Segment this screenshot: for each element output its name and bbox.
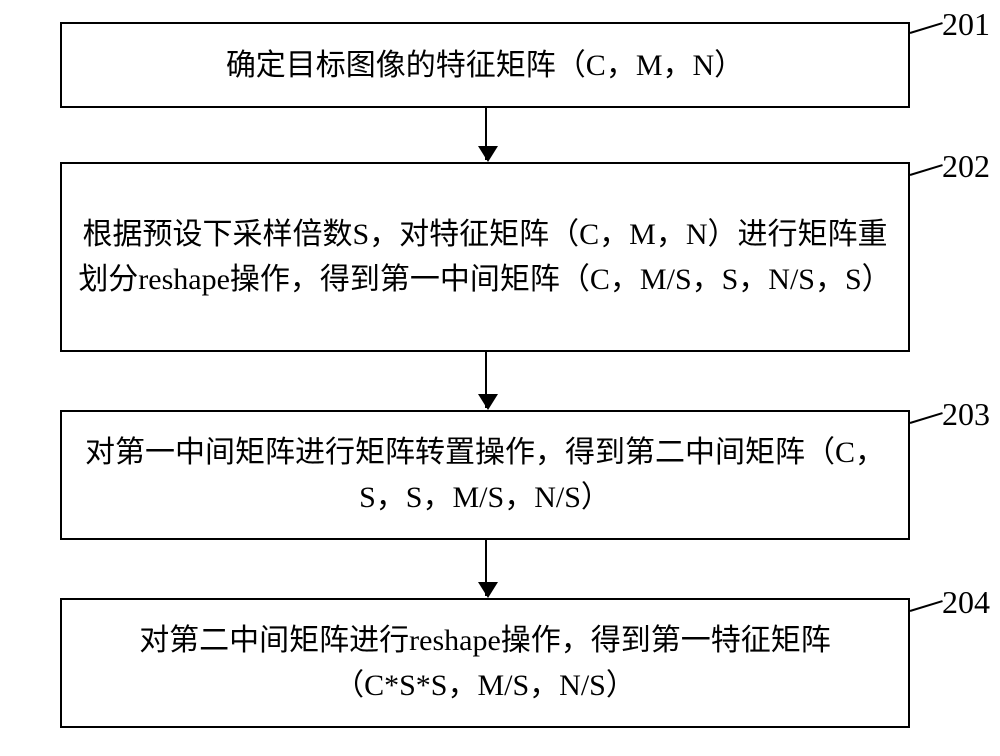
- flowchart-step-4-text: 对第二中间矩阵进行reshape操作，得到第一特征矩阵（C*S*S，M/S，N/…: [72, 618, 898, 708]
- flowchart-step-3-label: 203: [942, 396, 990, 433]
- flowchart-step-1-text: 确定目标图像的特征矩阵（C，M，N）: [226, 43, 744, 88]
- flowchart-step-4-label: 204: [942, 584, 990, 621]
- flowchart-canvas: 确定目标图像的特征矩阵（C，M，N） 201 根据预设下采样倍数S，对特征矩阵（…: [0, 0, 1000, 756]
- flowchart-step-2-text: 根据预设下采样倍数S，对特征矩阵（C，M，N）进行矩阵重划分reshape操作，…: [72, 212, 898, 302]
- connector-4: [910, 600, 943, 612]
- connector-3: [910, 412, 943, 424]
- flowchart-step-2: 根据预设下采样倍数S，对特征矩阵（C，M，N）进行矩阵重划分reshape操作，…: [60, 162, 910, 352]
- flowchart-step-3-text: 对第一中间矩阵进行矩阵转置操作，得到第二中间矩阵（C，S，S，M/S，N/S）: [72, 430, 898, 520]
- flowchart-step-2-label: 202: [942, 148, 990, 185]
- flowchart-step-1-label: 201: [942, 6, 990, 43]
- arrow-2-3: [485, 352, 487, 408]
- flowchart-step-4: 对第二中间矩阵进行reshape操作，得到第一特征矩阵（C*S*S，M/S，N/…: [60, 598, 910, 728]
- connector-1: [910, 22, 943, 34]
- arrow-1-2: [485, 108, 487, 160]
- flowchart-step-3: 对第一中间矩阵进行矩阵转置操作，得到第二中间矩阵（C，S，S，M/S，N/S）: [60, 410, 910, 540]
- flowchart-step-1: 确定目标图像的特征矩阵（C，M，N）: [60, 22, 910, 108]
- connector-2: [910, 164, 943, 176]
- arrow-3-4: [485, 540, 487, 596]
